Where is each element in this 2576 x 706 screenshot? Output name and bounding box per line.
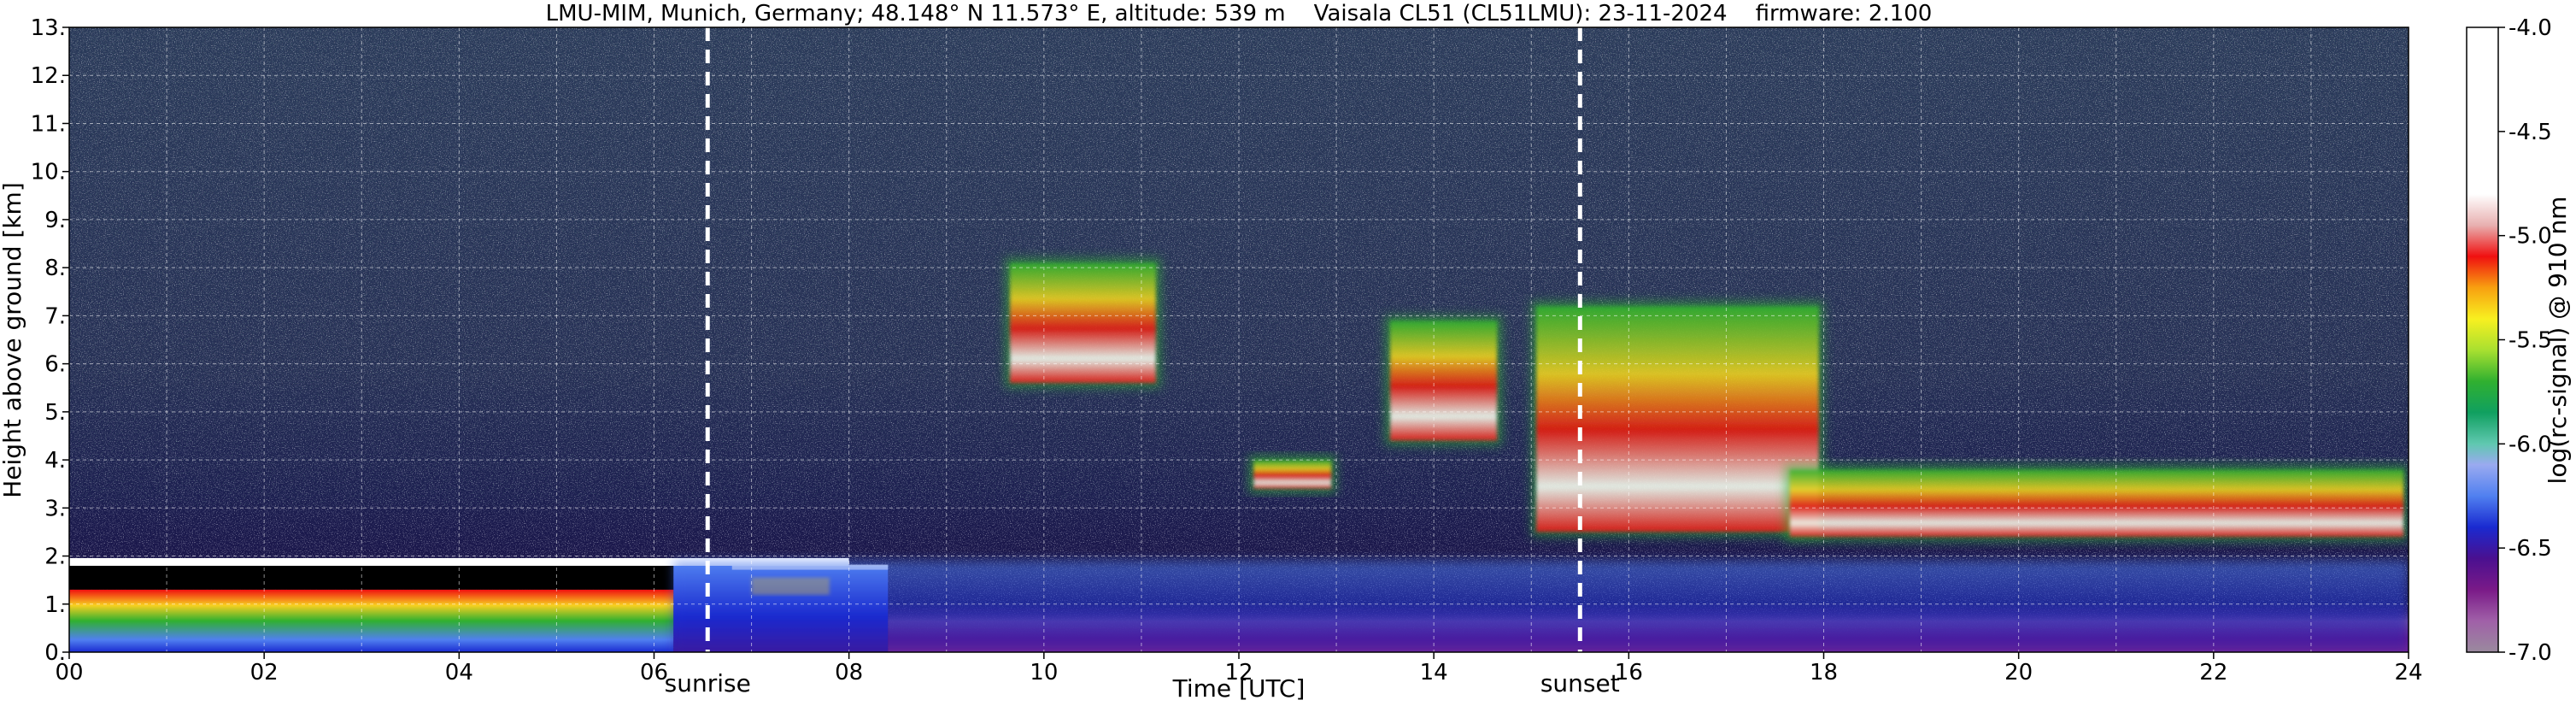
y-tick-label: 13. <box>31 15 66 41</box>
x-tick-label: 16 <box>1615 660 1643 685</box>
y-tick-label: 7. <box>44 303 66 329</box>
y-axis: 0. 1. 2. 3. 4. 5. 6. 7. 8. 9. 10. 11. 12. 13. <box>31 15 69 666</box>
x-tick-label: 08 <box>835 660 863 685</box>
x-axis-label: Time [UTC] <box>1172 674 1306 703</box>
mid-cloud <box>1010 262 1156 383</box>
x-tick-label: 20 <box>2004 660 2033 685</box>
mid-cloud <box>1536 306 1819 532</box>
colorbar-tick-label: -4.5 <box>2509 120 2552 145</box>
colorbar: -4.0 -4.5 -5.0 -5.5 -6.0 -6.5 -7.0 log(rc-sign… <box>2466 15 2572 666</box>
y-tick-label: 6. <box>44 352 66 378</box>
plot-area <box>69 27 2409 652</box>
y-tick-label: 0. <box>44 640 66 666</box>
sunset-label: sunset <box>1540 669 1620 697</box>
y-tick-label: 10. <box>31 160 66 185</box>
x-tick-label: 00 <box>55 660 83 685</box>
colorbar-tick-label: -4.0 <box>2509 15 2552 41</box>
colorbar-tick-label: -6.0 <box>2509 432 2552 457</box>
mid-cloud <box>1390 321 1498 441</box>
colorbar-tick-label: -5.0 <box>2509 224 2552 250</box>
colorbar-tick-label: -7.0 <box>2509 640 2552 666</box>
cloud-layer <box>1789 469 2403 537</box>
x-tick-label: 06 <box>640 660 668 685</box>
x-tick-label: 04 <box>445 660 473 685</box>
y-tick-label: 3. <box>44 496 66 521</box>
y-axis-label: Height above ground [km] <box>0 182 26 498</box>
sun-markers: sunrise sunset <box>665 27 1620 697</box>
boundary-layer <box>69 589 674 652</box>
mid-cloud <box>1253 460 1332 489</box>
colorbar-tick-label: -5.5 <box>2509 328 2552 354</box>
y-tick-label: 8. <box>44 256 66 281</box>
colorbar-label: log(rc-signal) @ 910 nm <box>2544 197 2572 485</box>
y-tick-label: 1. <box>44 592 66 618</box>
x-tick-label: 24 <box>2394 660 2422 685</box>
x-tick-label: 10 <box>1030 660 1058 685</box>
feature-layer <box>69 257 2409 652</box>
x-tick-label: 18 <box>1810 660 1838 685</box>
y-tick-label: 9. <box>44 208 66 233</box>
x-axis: 00 02 04 06 08 10 12 14 16 18 20 22 24 <box>55 652 2423 685</box>
morning-aerosol <box>673 561 2409 652</box>
colorbar-gradient <box>2467 27 2498 652</box>
x-tick-label: 14 <box>1420 660 1448 685</box>
x-tick-label: 22 <box>2199 660 2227 685</box>
colorbar-ticks: -4.0 -4.5 -5.0 -5.5 -6.0 -6.5 -7.0 <box>2498 15 2552 666</box>
y-tick-label: 2. <box>44 544 66 570</box>
colorbar-tick-label: -6.5 <box>2509 536 2552 562</box>
x-tick-label: 02 <box>250 660 279 685</box>
y-tick-label: 12. <box>31 63 66 89</box>
sunrise-label: sunrise <box>665 669 751 697</box>
y-tick-label: 11. <box>31 111 66 137</box>
y-tick-label: 4. <box>44 448 66 474</box>
y-tick-label: 5. <box>44 400 66 426</box>
chart-title: LMU-MIM, Munich, Germany; 48.148° N 11.5… <box>546 1 1933 26</box>
x-tick-label: 12 <box>1224 660 1253 685</box>
